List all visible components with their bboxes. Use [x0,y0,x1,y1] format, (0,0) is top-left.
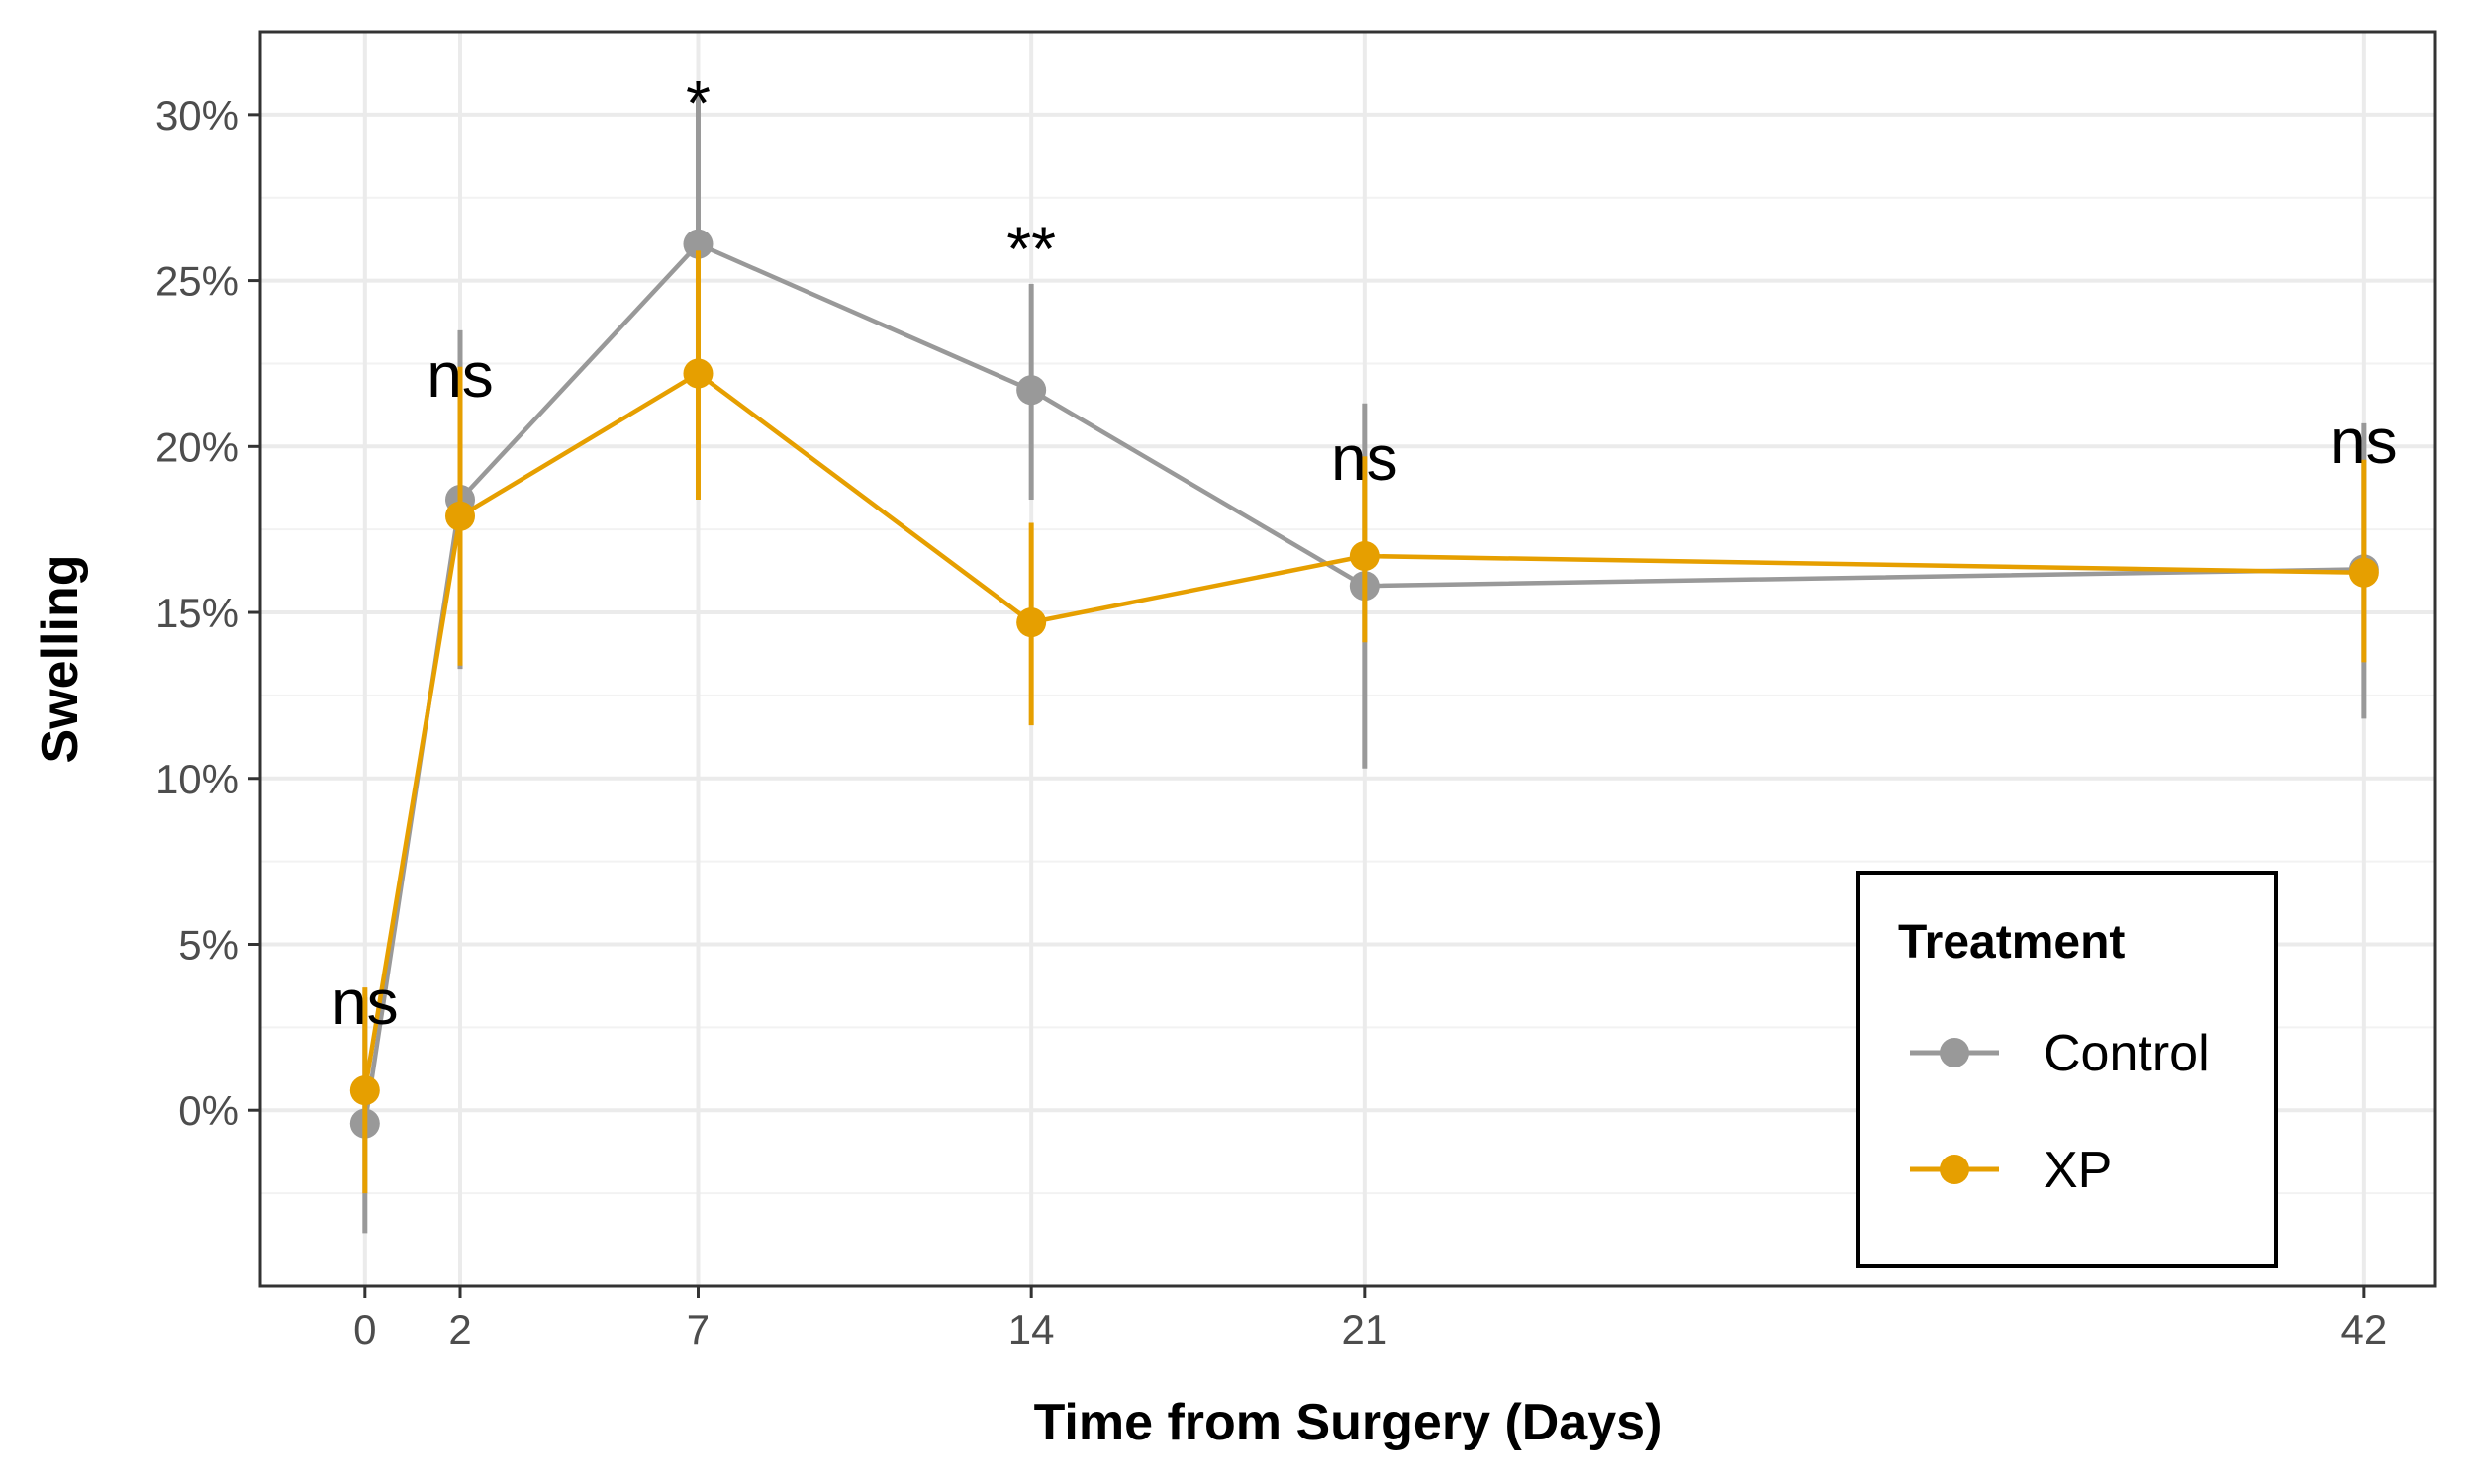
xp-data-point [349,1075,380,1106]
y-tick-label: 5% [178,921,238,968]
y-tick-label: 30% [155,92,238,139]
y-tick-label: 20% [155,423,238,470]
x-tick-label: 0 [353,1306,376,1352]
y-axis: 0% 5% 10% 15% 20% 25% 30% [155,92,260,1134]
x-tick-label: 7 [687,1306,710,1352]
x-tick-label: 42 [2340,1306,2387,1352]
legend: Treatment Control XP [1856,871,2278,1268]
xp-data-point [1349,541,1380,572]
x-tick-label: 2 [448,1306,471,1352]
xp-data-point [445,501,476,531]
significance-label: ns [427,339,494,411]
y-tick-label: 15% [155,590,238,636]
legend-label-xp: XP [2044,1142,2112,1199]
xp-data-point [2348,557,2379,588]
x-axis: 0 2 7 14 21 42 [353,1286,2387,1352]
legend-label-control: Control [2044,1025,2210,1082]
significance-label: ** [1006,214,1056,285]
x-tick-label: 14 [1008,1306,1055,1352]
legend-box [1856,871,2278,1268]
control-data-point [683,229,714,259]
legend-title: Treatment [1898,916,2125,969]
significance-label: ns [332,967,399,1038]
legend-key-control-point [1940,1038,1969,1067]
minor-gridlines [260,196,2435,1195]
y-tick-label: 10% [155,756,238,802]
major-gridlines [260,32,2435,1286]
xp-data-point [1016,607,1047,638]
x-tick-label: 21 [1341,1306,1387,1352]
significance-label: * [686,67,711,139]
y-tick-label: 0% [178,1087,238,1134]
plot-panel-border [258,30,2437,1288]
xp-series-line [362,370,2364,1091]
legend-key-xp-point [1940,1155,1969,1184]
significance-label: ns [2331,406,2398,477]
series-layer [349,94,2379,1234]
y-tick-label: 25% [155,258,238,305]
control-data-point [1016,375,1047,406]
xp-data-point [683,358,714,389]
significance-label: ns [1331,422,1398,494]
x-axis-title: Time from Surgery (Days) [1034,1394,1663,1451]
y-axis-title: Swelling [32,555,89,764]
